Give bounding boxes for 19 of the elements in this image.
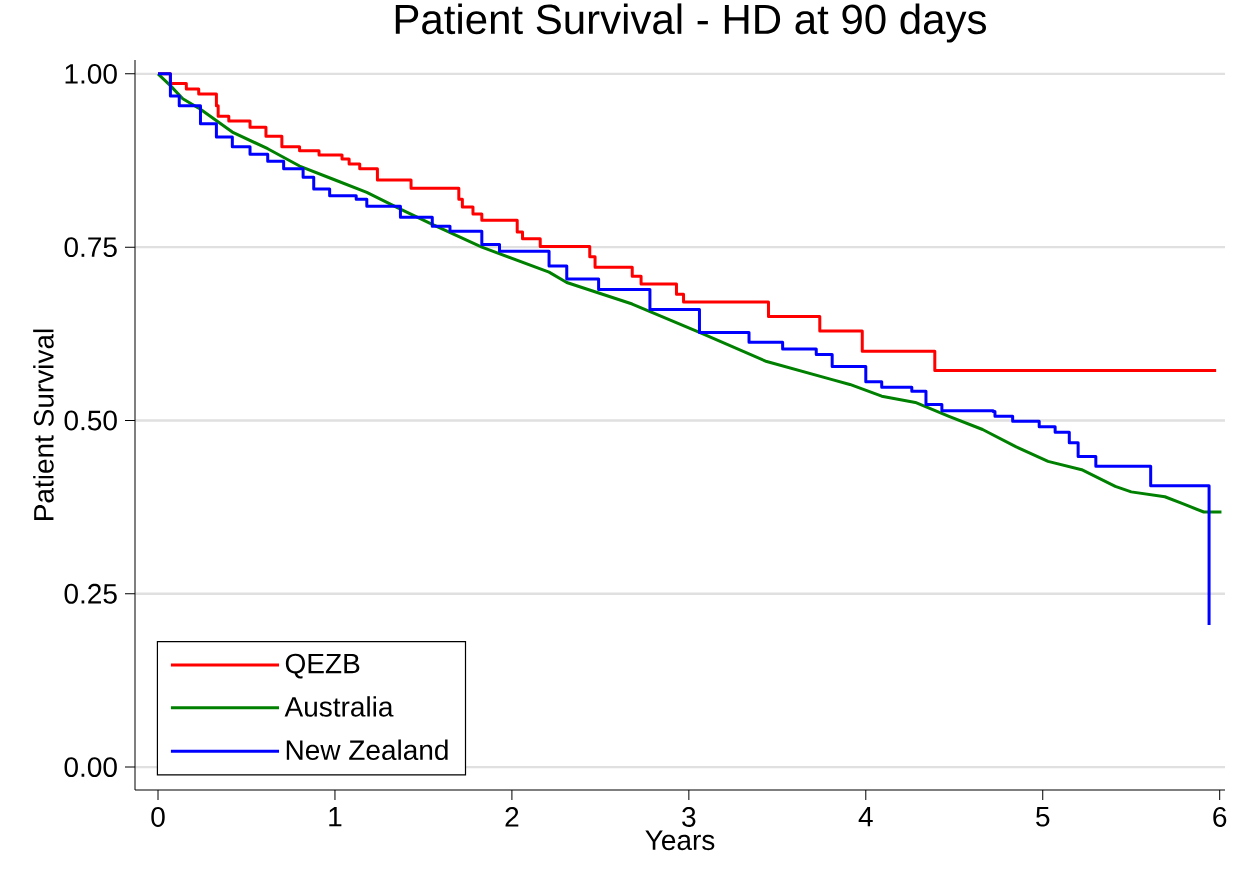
x-tick-label: 4 [858, 807, 873, 827]
legend-label: QEZB [285, 653, 360, 679]
x-tick-label: 0 [151, 807, 165, 827]
y-axis-title: Patient Survival [33, 329, 54, 520]
x-tick-label: 6 [1213, 807, 1227, 827]
legend-label: New Zealand [286, 739, 448, 761]
chart-title: Patient Survival - HD at 90 days [395, 3, 986, 43]
y-tick-label: 0.50 [64, 410, 117, 431]
x-tick-label: 3 [682, 807, 696, 827]
x-tick-label: 1 [329, 807, 342, 827]
x-axis-title: Years [645, 830, 715, 851]
legend-label: Australia [284, 696, 394, 717]
y-tick-label: 0.75 [64, 237, 117, 258]
line-series [156, 72, 1223, 514]
y-tick-label: 1.00 [65, 63, 117, 84]
x-tick-label: 2 [505, 807, 519, 827]
y-tick-label: 0.00 [64, 757, 117, 778]
y-tick-label: 0.25 [64, 583, 117, 604]
x-tick-label: 5 [1036, 807, 1050, 827]
